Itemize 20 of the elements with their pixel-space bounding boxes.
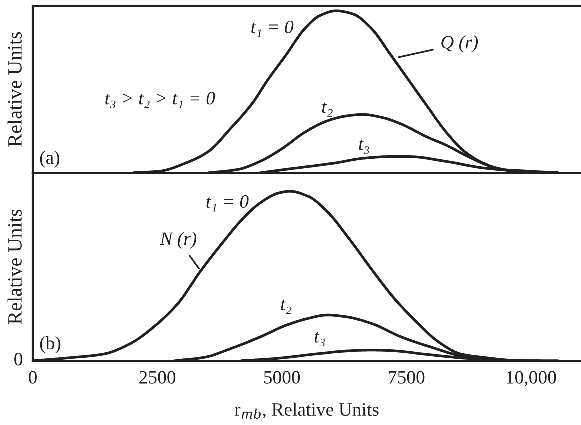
annotation: t₃ > t₂ > t₁ = 0 — [106, 92, 216, 108]
x-tick-label: 2500 — [140, 371, 176, 384]
series-label: t₂ — [281, 300, 292, 314]
series-label: t₃ — [359, 140, 370, 154]
series-label: t₁ = 0 — [252, 20, 294, 38]
series-label: t₁ = 0 — [206, 195, 249, 212]
annotation: N (r) — [160, 232, 197, 250]
annotation: (a) — [40, 150, 60, 168]
annotation: 0 — [14, 353, 23, 366]
x-tick-label: 7500 — [389, 371, 425, 384]
series-label: t₂ — [322, 102, 333, 117]
y-axis-title: Relative Units — [8, 210, 22, 324]
annotation: (b) — [40, 336, 61, 354]
x-tick-label: 10,000 — [507, 371, 556, 387]
x-axis-title: r$_{mb}$, Relative Units — [234, 402, 379, 420]
series-label: t₃ — [314, 332, 326, 347]
y-axis-title: Relative Units — [8, 32, 22, 147]
x-tick-label: 0 — [29, 371, 37, 384]
annotation: Q (r) — [442, 36, 478, 53]
x-tick-label: 5000 — [264, 371, 300, 384]
